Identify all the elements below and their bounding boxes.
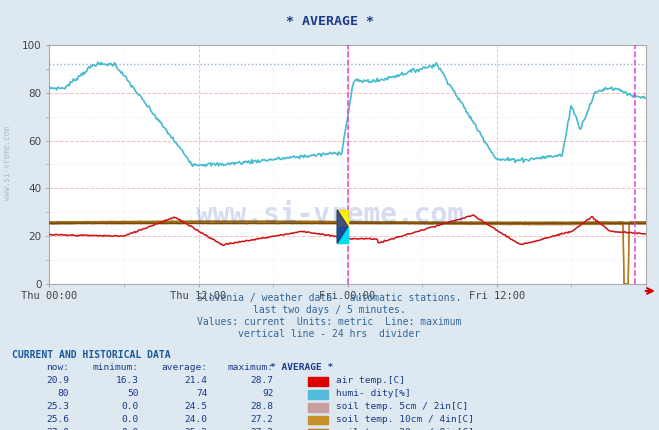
Text: humi- dity[%]: humi- dity[%] (336, 389, 411, 398)
Text: * AVERAGE *: * AVERAGE * (270, 363, 333, 372)
Text: www.si-vreme.com: www.si-vreme.com (196, 201, 463, 229)
Text: soil temp. 5cm / 2in[C]: soil temp. 5cm / 2in[C] (336, 402, 469, 411)
Text: air temp.[C]: air temp.[C] (336, 376, 405, 385)
Text: 74: 74 (196, 389, 208, 398)
Text: 16.3: 16.3 (115, 376, 138, 385)
Text: 27.3: 27.3 (250, 428, 273, 430)
Text: minimum:: minimum: (92, 363, 138, 372)
Text: average:: average: (161, 363, 208, 372)
Text: 28.7: 28.7 (250, 376, 273, 385)
Text: 80: 80 (58, 389, 69, 398)
Text: 27.0: 27.0 (46, 428, 69, 430)
Text: 27.2: 27.2 (250, 415, 273, 424)
Text: 24.0: 24.0 (185, 415, 208, 424)
Text: vertical line - 24 hrs  divider: vertical line - 24 hrs divider (239, 329, 420, 339)
Text: now:: now: (46, 363, 69, 372)
Text: 0.0: 0.0 (121, 402, 138, 411)
Text: Values: current  Units: metric  Line: maximum: Values: current Units: metric Line: maxi… (197, 317, 462, 327)
Text: 20.9: 20.9 (46, 376, 69, 385)
Text: soil temp. 10cm / 4in[C]: soil temp. 10cm / 4in[C] (336, 415, 474, 424)
Text: 21.4: 21.4 (185, 376, 208, 385)
Text: Slovenia / weather data - automatic stations.: Slovenia / weather data - automatic stat… (197, 293, 462, 303)
Text: 0.0: 0.0 (121, 428, 138, 430)
Text: soil temp. 20cm / 8in[C]: soil temp. 20cm / 8in[C] (336, 428, 474, 430)
Bar (337, 227, 348, 243)
Text: maximum:: maximum: (227, 363, 273, 372)
Text: last two days / 5 minutes.: last two days / 5 minutes. (253, 305, 406, 315)
Polygon shape (337, 210, 348, 243)
Text: www.si-vreme.com: www.si-vreme.com (3, 126, 13, 200)
Text: CURRENT AND HISTORICAL DATA: CURRENT AND HISTORICAL DATA (12, 350, 171, 360)
Text: 50: 50 (127, 389, 138, 398)
Text: 25.6: 25.6 (46, 415, 69, 424)
Text: 25.2: 25.2 (185, 428, 208, 430)
Text: 92: 92 (262, 389, 273, 398)
Text: 24.5: 24.5 (185, 402, 208, 411)
Text: 25.3: 25.3 (46, 402, 69, 411)
Text: 28.8: 28.8 (250, 402, 273, 411)
Text: 0.0: 0.0 (121, 415, 138, 424)
Bar (337, 210, 348, 243)
Text: * AVERAGE *: * AVERAGE * (285, 15, 374, 28)
